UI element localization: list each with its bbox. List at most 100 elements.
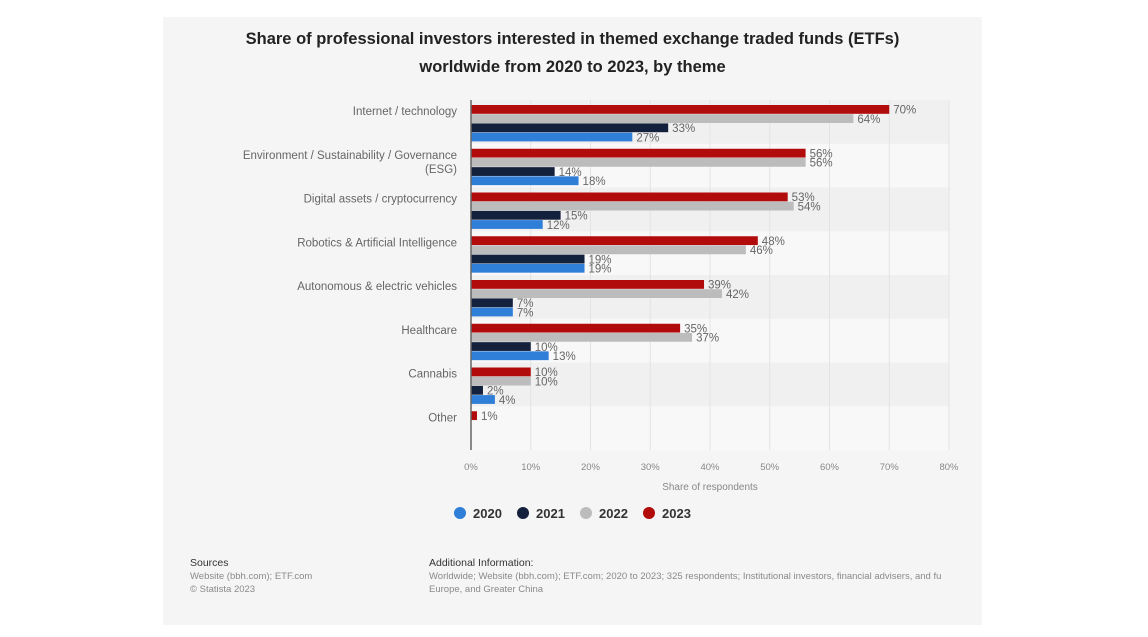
- category-label-line: Autonomous & electric vehicles: [297, 281, 457, 293]
- bar-2022: [471, 201, 794, 211]
- x-tick-label: 80%: [939, 462, 959, 473]
- value-label-2023: 56%: [810, 148, 833, 160]
- bar-2023: [471, 323, 681, 333]
- value-label-2020: 19%: [589, 264, 612, 276]
- bar-2020: [471, 395, 495, 404]
- value-label-2021: 14%: [559, 167, 582, 179]
- chart-title-line-1: Share of professional investors interest…: [245, 30, 900, 48]
- bar-2020: [471, 220, 543, 229]
- chart-panel: Share of professional investors interest…: [163, 17, 982, 625]
- sources-text: Website (bbh.com); ETF.com © Statista 20…: [190, 570, 312, 596]
- bar-2020: [471, 307, 513, 317]
- bar-2020: [471, 176, 579, 186]
- value-label-2023: 70%: [893, 105, 916, 117]
- value-label-2023: 35%: [684, 323, 707, 335]
- value-label-2021: 19%: [589, 254, 612, 266]
- bar-2021: [471, 385, 483, 395]
- legend: 2020 2021 2022 2023: [454, 506, 691, 521]
- category-label-line: Internet / technology: [353, 106, 457, 118]
- value-label-2021: 2%: [487, 386, 504, 398]
- bar-2023: [471, 192, 788, 202]
- value-label-2022: 54%: [798, 201, 821, 213]
- bar-2020: [471, 351, 549, 361]
- category-label: Robotics & Artificial Intelligence: [297, 237, 457, 249]
- value-label-2020: 27%: [636, 132, 659, 144]
- value-label-2022: 46%: [750, 245, 773, 257]
- bar-2022: [471, 289, 722, 298]
- value-label-2021: 33%: [672, 123, 695, 135]
- value-label-2022: 56%: [810, 158, 833, 170]
- category-label: Digital assets / cryptocurrency: [304, 194, 458, 206]
- sources-heading: Sources: [190, 557, 229, 569]
- bar-2021: [471, 254, 585, 264]
- bar-2021: [471, 123, 669, 133]
- bar-2023: [471, 148, 806, 158]
- value-label-2023: 10%: [535, 367, 558, 379]
- bar-2020: [471, 132, 633, 142]
- value-label-2020: 18%: [583, 176, 606, 188]
- category-label-line: Environment / Sustainability / Governanc…: [243, 150, 457, 162]
- value-label-2021: 10%: [535, 342, 558, 354]
- additional-info-line: Europe, and Greater China: [429, 584, 544, 595]
- legend-item-2022[interactable]: 2022: [580, 506, 628, 521]
- x-tick-label: 0%: [464, 462, 478, 473]
- value-label-2022: 10%: [535, 376, 558, 388]
- bar-2022: [471, 157, 806, 167]
- chart-title-line-2: worldwide from 2020 to 2023, by theme: [419, 58, 726, 76]
- category-label: Other: [428, 412, 457, 424]
- category-label-line: Digital assets / cryptocurrency: [304, 194, 458, 206]
- value-label-2023: 1%: [481, 411, 498, 423]
- value-label-2020: 4%: [499, 395, 516, 407]
- value-labels: 70% 56% 53% 48% 39% 35% 10% 1% 64% 56% 54% 46% 42% 37…: [481, 105, 916, 423]
- legend-label-2020: 2020: [473, 506, 502, 521]
- legend-label-2022: 2022: [599, 506, 628, 521]
- bar-2023: [471, 105, 890, 114]
- value-label-2022: 42%: [726, 289, 749, 301]
- category-label: Environment / Sustainability / Governanc…: [243, 150, 457, 176]
- x-tick-label: 40%: [700, 462, 720, 473]
- legend-item-2021[interactable]: 2021: [517, 506, 565, 521]
- bar-2021: [471, 342, 531, 351]
- x-tick-label: 10%: [521, 462, 541, 473]
- legend-label-2021: 2021: [536, 506, 565, 521]
- legend-marker-2020: [454, 507, 466, 519]
- bar-2021: [471, 298, 513, 308]
- bar-2023: [471, 411, 477, 421]
- category-label-line: Other: [428, 412, 457, 424]
- value-label-2020: 7%: [517, 307, 534, 319]
- x-axis-ticks: 0% 10% 20% 30% 40% 50% 60% 70% 80%: [464, 462, 959, 473]
- bar-2022: [471, 114, 854, 123]
- value-label-2020: 12%: [547, 220, 570, 232]
- bar-2023: [471, 236, 758, 246]
- value-label-2022: 37%: [696, 333, 719, 345]
- value-label-2020: 13%: [553, 351, 576, 363]
- bar-2020: [471, 263, 585, 273]
- bar-2023: [471, 367, 531, 377]
- bar-chart: 70% 56% 53% 48% 39% 35% 10% 1% 64% 56% 54% 46% 42% 37…: [243, 100, 959, 521]
- value-label-2021: 15%: [565, 211, 588, 223]
- category-label: Healthcare: [401, 325, 457, 337]
- legend-item-2020[interactable]: 2020: [454, 506, 502, 521]
- category-label-line: Robotics & Artificial Intelligence: [297, 237, 457, 249]
- chart-title: Share of professional investors interest…: [163, 25, 982, 81]
- category-labels: Internet / technology Environment / Susta…: [243, 106, 457, 424]
- value-label-2022: 64%: [857, 114, 880, 126]
- bar-2022: [471, 245, 746, 255]
- x-tick-label: 30%: [641, 462, 661, 473]
- legend-item-2023[interactable]: 2023: [643, 506, 691, 521]
- bar-2023: [471, 280, 705, 289]
- category-label: Autonomous & electric vehicles: [297, 281, 457, 293]
- category-label-line: Healthcare: [401, 325, 457, 337]
- category-label: Cannabis: [408, 369, 457, 381]
- legend-marker-2022: [580, 507, 592, 519]
- bar-2021: [471, 210, 561, 220]
- additional-info-text: Worldwide; Website (bbh.com); ETF.com; 2…: [429, 570, 982, 596]
- sources-line[interactable]: Website (bbh.com); ETF.com: [190, 571, 313, 582]
- copyright-line: © Statista 2023: [190, 584, 256, 595]
- additional-info-heading: Additional Information:: [429, 557, 534, 569]
- x-tick-label: 70%: [880, 462, 900, 473]
- category-label-line: (ESG): [425, 164, 457, 176]
- value-label-2023: 39%: [708, 280, 731, 292]
- bars: [471, 105, 890, 421]
- x-axis-title: Share of respondents: [662, 482, 758, 493]
